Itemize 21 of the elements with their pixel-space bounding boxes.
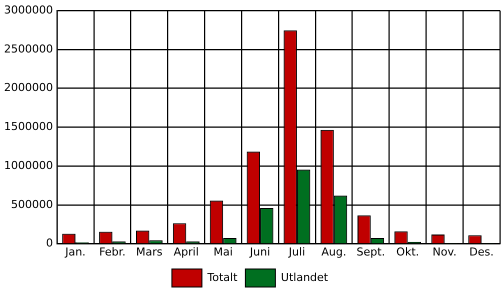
legend-label: Totalt [206,270,238,284]
y-tick-label: 0 [46,236,53,250]
x-tick-label: Mars [136,245,163,258]
y-tick-label: 2500000 [4,42,53,56]
x-tick-label: Sept. [356,245,386,258]
y-tick-label: 1500000 [4,120,53,134]
x-tick-label: Juni [248,245,270,258]
x-tick-label: Mai [213,245,233,258]
x-tick-label: Jan. [64,245,86,258]
x-tick-label: Des. [469,245,494,258]
x-tick-label: Nov. [432,245,457,258]
y-tick-label: 3000000 [4,3,53,16]
x-tick-label: April [174,245,199,258]
x-tick-label: Okt. [396,245,420,258]
x-tick-label: Juli [288,245,306,258]
y-tick-label: 1000000 [4,158,53,172]
y-tick-label: 500000 [10,198,53,211]
x-tick-label: Febr. [99,245,126,258]
y-tick-label: 2000000 [4,81,53,94]
legend-label: Utlandet [280,270,329,284]
x-tick-label: Aug. [321,245,346,258]
